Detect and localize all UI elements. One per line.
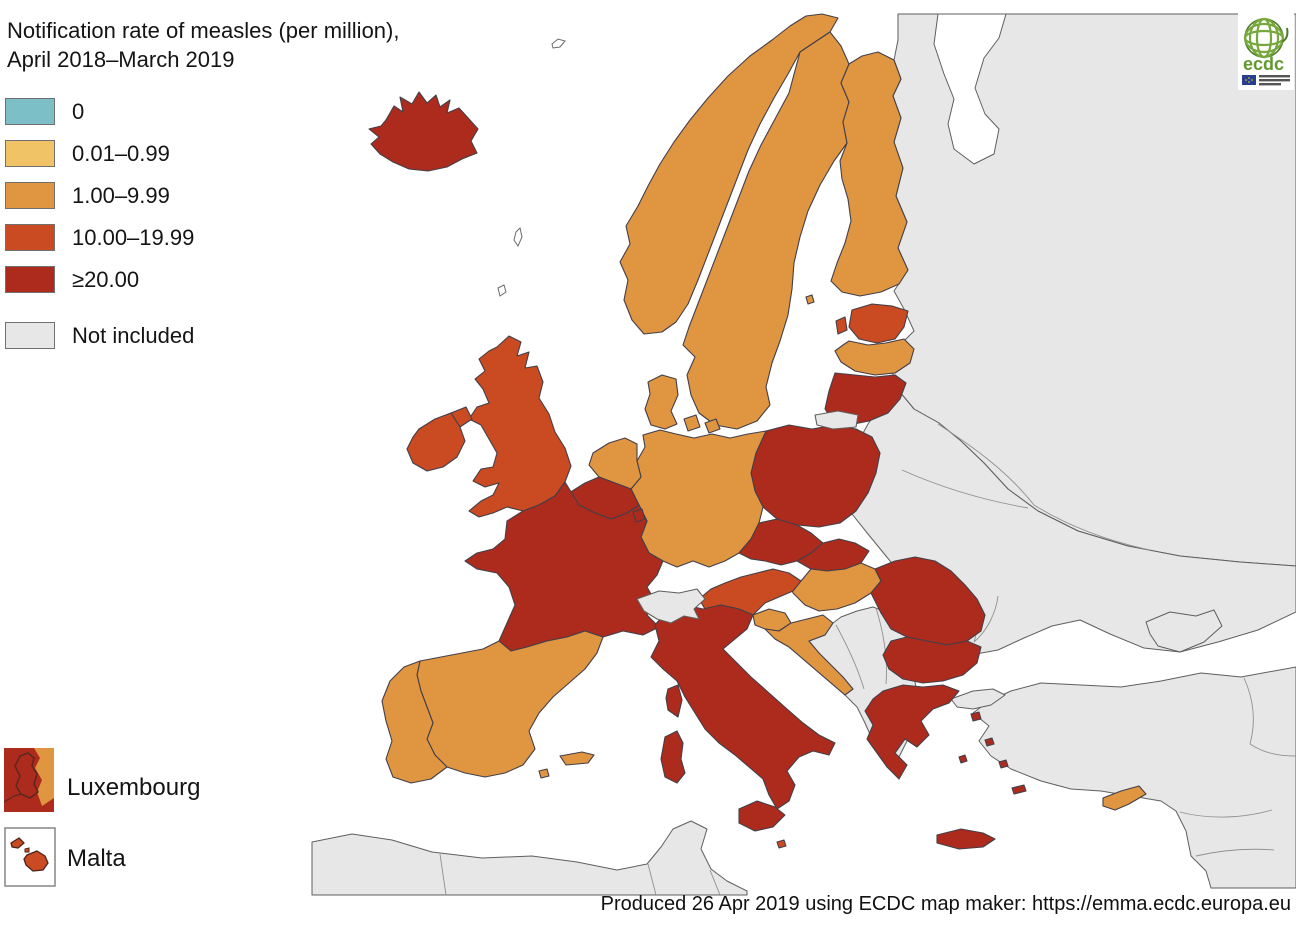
legend-label-4: ≥20.00 [72,266,140,292]
ecdc-logo: ecdc [1238,12,1294,90]
map-title-line1: Notification rate of measles (per millio… [7,18,400,43]
luxembourg-inset-map [3,748,54,812]
country-portugal [381,660,448,784]
country-luxembourg [632,508,646,523]
luxembourg-inset [3,748,54,817]
country-crimea [1145,609,1223,653]
country-iceland [368,91,479,172]
region-east-thrace [950,688,1006,710]
globe-icon [1243,17,1289,59]
island-zealand [704,418,721,434]
footer-attribution: Produced 26 Apr 2019 using ECDC map make… [600,893,1291,915]
map-title: Notification rate of measles (per millio… [7,16,399,74]
country-kaliningrad [814,410,859,430]
island-funen [683,414,701,432]
country-romania [870,556,986,646]
inset-malta-shape [23,850,49,872]
white-sea [933,13,1007,165]
luxembourg-inset-label: Luxembourg [67,774,201,801]
island-corsica [665,684,683,718]
country-norway [619,13,839,335]
legend-item-2: 1.00–9.99 [5,182,194,209]
legend: 0 0.01–0.99 1.00–9.99 10.00–19.99 ≥20.00 [5,98,194,308]
ecdc-logo-graphic: ecdc [1242,17,1290,86]
legend-item-not-included: Not included [5,322,194,349]
country-latvia [834,338,915,376]
island-malta-dot [776,839,787,849]
legend-swatch-0 [5,98,55,125]
legend-swatch-4 [5,266,55,293]
malta-inset-label: Malta [67,845,126,872]
malta-inset [4,827,56,892]
legend-item-0: 0 [5,98,194,125]
ecdc-logo-text: ecdc [1243,54,1284,74]
country-estonia [848,303,909,344]
country-north-africa [311,820,748,896]
map-title-line2: April 2018–March 2019 [7,47,235,72]
malta-inset-map [4,827,56,887]
island-aland [805,294,815,305]
legend-label-not-included: Not included [72,322,195,348]
country-switzerland [636,588,706,624]
islands-faroe [551,38,566,49]
country-italy [650,604,836,810]
inset-gozo-shape [10,837,25,849]
legend-swatch-not-included [5,322,55,349]
legend-item-3: 10.00–19.99 [5,224,194,251]
legend-swatch-3 [5,224,55,251]
island-saaremaa [835,316,848,335]
legend-swatch-2 [5,182,55,209]
inset-germany-area [34,748,54,806]
legend-label-3: 10.00–19.99 [72,224,195,250]
legend-label-0: 0 [72,98,85,124]
logo-smallprint-bars [1259,75,1290,86]
country-netherlands [588,437,642,490]
legend-item-4: ≥20.00 [5,266,194,293]
islands-shetland [513,227,523,248]
country-turkey-mideast [972,666,1296,889]
island-sardinia [660,730,686,784]
country-ireland [406,412,466,472]
island-sicily [738,800,786,832]
legend-swatch-1 [5,140,55,167]
legend-label-1: 0.01–0.99 [72,140,170,166]
country-greece [864,684,960,780]
country-france [464,481,664,652]
legend-item-1: 0.01–0.99 [5,140,194,167]
inset-comino-shape [24,847,30,853]
greek-islands [958,711,1027,795]
country-hungary [788,562,882,612]
islands-orkney [497,284,507,297]
legend-label-2: 1.00–9.99 [72,182,170,208]
country-denmark [644,374,679,430]
inset-luxembourg-shape [14,752,39,799]
country-croatia [764,614,854,696]
island-crete [936,828,996,850]
country-finland [830,51,909,297]
eu-flag-icon [1242,75,1256,85]
inset-belgium-border [3,793,22,803]
country-cyprus [1102,785,1147,811]
gray-internal-borders [439,423,1296,896]
country-united-kingdom [468,335,572,518]
country-bulgaria [882,636,982,684]
islands-balearic [538,751,595,779]
